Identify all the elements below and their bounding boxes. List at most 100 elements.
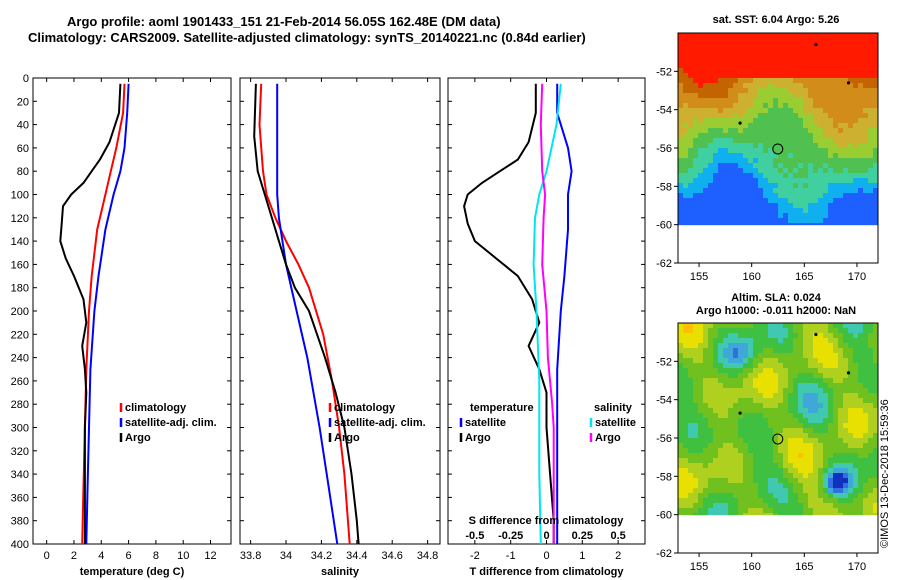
- altim-map-cell: [703, 493, 709, 499]
- altim-map-cell: [708, 498, 714, 504]
- altim-map-cell: [768, 413, 774, 419]
- altim-map-cell: [743, 363, 749, 369]
- altim-map-cell: [828, 398, 834, 404]
- altim-map-cell: [763, 483, 769, 489]
- altim-map-cell: [828, 433, 834, 439]
- altim-map-cell: [683, 488, 689, 494]
- altim-map-cell: [718, 333, 724, 339]
- altim-map-cell: [793, 323, 799, 329]
- altim-map-island: [814, 333, 817, 336]
- altim-map-cell: [743, 503, 749, 509]
- altim-map-cell: [813, 363, 819, 369]
- altim-map-cell: [828, 333, 834, 339]
- altim-map-ytick-label: -60: [656, 510, 672, 522]
- altim-map-cell: [793, 328, 799, 334]
- altim-map-cell: [803, 463, 809, 469]
- altim-map-cell: [748, 468, 754, 474]
- altim-map-cell: [703, 468, 709, 474]
- altim-map-cell: [843, 383, 849, 389]
- altim-map-cell: [813, 388, 819, 394]
- altim-map-ytick-label: -52: [656, 356, 672, 368]
- altim-map-cell: [858, 328, 864, 334]
- altim-map-cell: [723, 458, 729, 464]
- altim-map-cell: [848, 513, 854, 515]
- altim-map-cell: [703, 508, 709, 514]
- altim-map-cell: [783, 398, 789, 404]
- altim-map-cell: [818, 453, 824, 459]
- altim-map-cell: [868, 393, 874, 399]
- altim-map-cell: [828, 448, 834, 454]
- altim-map-cell: [678, 463, 684, 469]
- altim-map-cell: [818, 473, 824, 479]
- altim-map-cell: [748, 378, 754, 384]
- altim-map-cell: [833, 393, 839, 399]
- altim-map-cell: [783, 358, 789, 364]
- altim-map-cell: [803, 398, 809, 404]
- altim-map-cell: [743, 408, 749, 414]
- altim-map-cell: [823, 393, 829, 399]
- altim-map-cell: [783, 373, 789, 379]
- altim-map-cell: [838, 458, 844, 464]
- altim-map-cell: [718, 453, 724, 459]
- altim-map-cell: [783, 323, 789, 329]
- altim-map-cell: [708, 383, 714, 389]
- altim-map-cell: [823, 463, 829, 469]
- altim-map-cell: [838, 338, 844, 344]
- altim-map-cell: [778, 378, 784, 384]
- altim-map-cell: [753, 473, 759, 479]
- altim-map-cell: [728, 503, 734, 509]
- altim-map-cell: [703, 463, 709, 469]
- altim-map-cell: [828, 503, 834, 509]
- altim-map-cell: [818, 513, 824, 515]
- altim-map-cell: [738, 468, 744, 474]
- altim-map-cell: [683, 343, 689, 349]
- altim-map-cell: [763, 428, 769, 434]
- altim-map-cell: [738, 403, 744, 409]
- altim-map-cell: [828, 368, 834, 374]
- altim-map-cell: [803, 388, 809, 394]
- altim-map-cell: [783, 393, 789, 399]
- altim-map-cell: [803, 328, 809, 334]
- altim-map-cell: [688, 363, 694, 369]
- altim-map-cell: [708, 323, 714, 329]
- altim-map-ytick-label: -62: [656, 548, 672, 560]
- altim-map-cell: [788, 473, 794, 479]
- altim-map-cell: [758, 378, 764, 384]
- altim-map-cell: [828, 343, 834, 349]
- altim-map-cell: [758, 398, 764, 404]
- altim-map-cell: [763, 498, 769, 504]
- altim-map-cell: [823, 333, 829, 339]
- altim-map-cell: [758, 388, 764, 394]
- altim-map-cell: [688, 368, 694, 374]
- altim-map-cell: [848, 428, 854, 434]
- altim-map-cell: [678, 418, 684, 424]
- altim-map-cell: [688, 383, 694, 389]
- altim-map-cell: [768, 373, 774, 379]
- altim-map-xtick-label: 170: [848, 561, 866, 573]
- altim-map-cell: [763, 493, 769, 499]
- altim-map-cell: [788, 453, 794, 459]
- altim-map-cell: [753, 438, 759, 444]
- altim-map-cell: [798, 328, 804, 334]
- altim-map-cell: [768, 463, 774, 469]
- altim-map-cell: [793, 393, 799, 399]
- altim-map-cell: [713, 398, 719, 404]
- altim-map-cell: [738, 353, 744, 359]
- altim-map-cell: [773, 498, 779, 504]
- altim-map-cell: [853, 443, 859, 449]
- altim-map-cell: [803, 478, 809, 484]
- altim-map-cell: [793, 473, 799, 479]
- altim-map-cell: [803, 323, 809, 329]
- altim-map-cell: [718, 378, 724, 384]
- altim-map-cell: [763, 488, 769, 494]
- altim-map-cell: [678, 393, 684, 399]
- altim-map-cell: [858, 428, 864, 434]
- altim-map-cell: [693, 418, 699, 424]
- altim-map-cell: [868, 483, 874, 489]
- altim-map-cell: [713, 458, 719, 464]
- altim-map-cell: [728, 508, 734, 514]
- altim-map-cell: [738, 333, 744, 339]
- altim-map-cell: [798, 513, 804, 515]
- altim-map-cell: [788, 403, 794, 409]
- altim-map-cell: [713, 513, 719, 515]
